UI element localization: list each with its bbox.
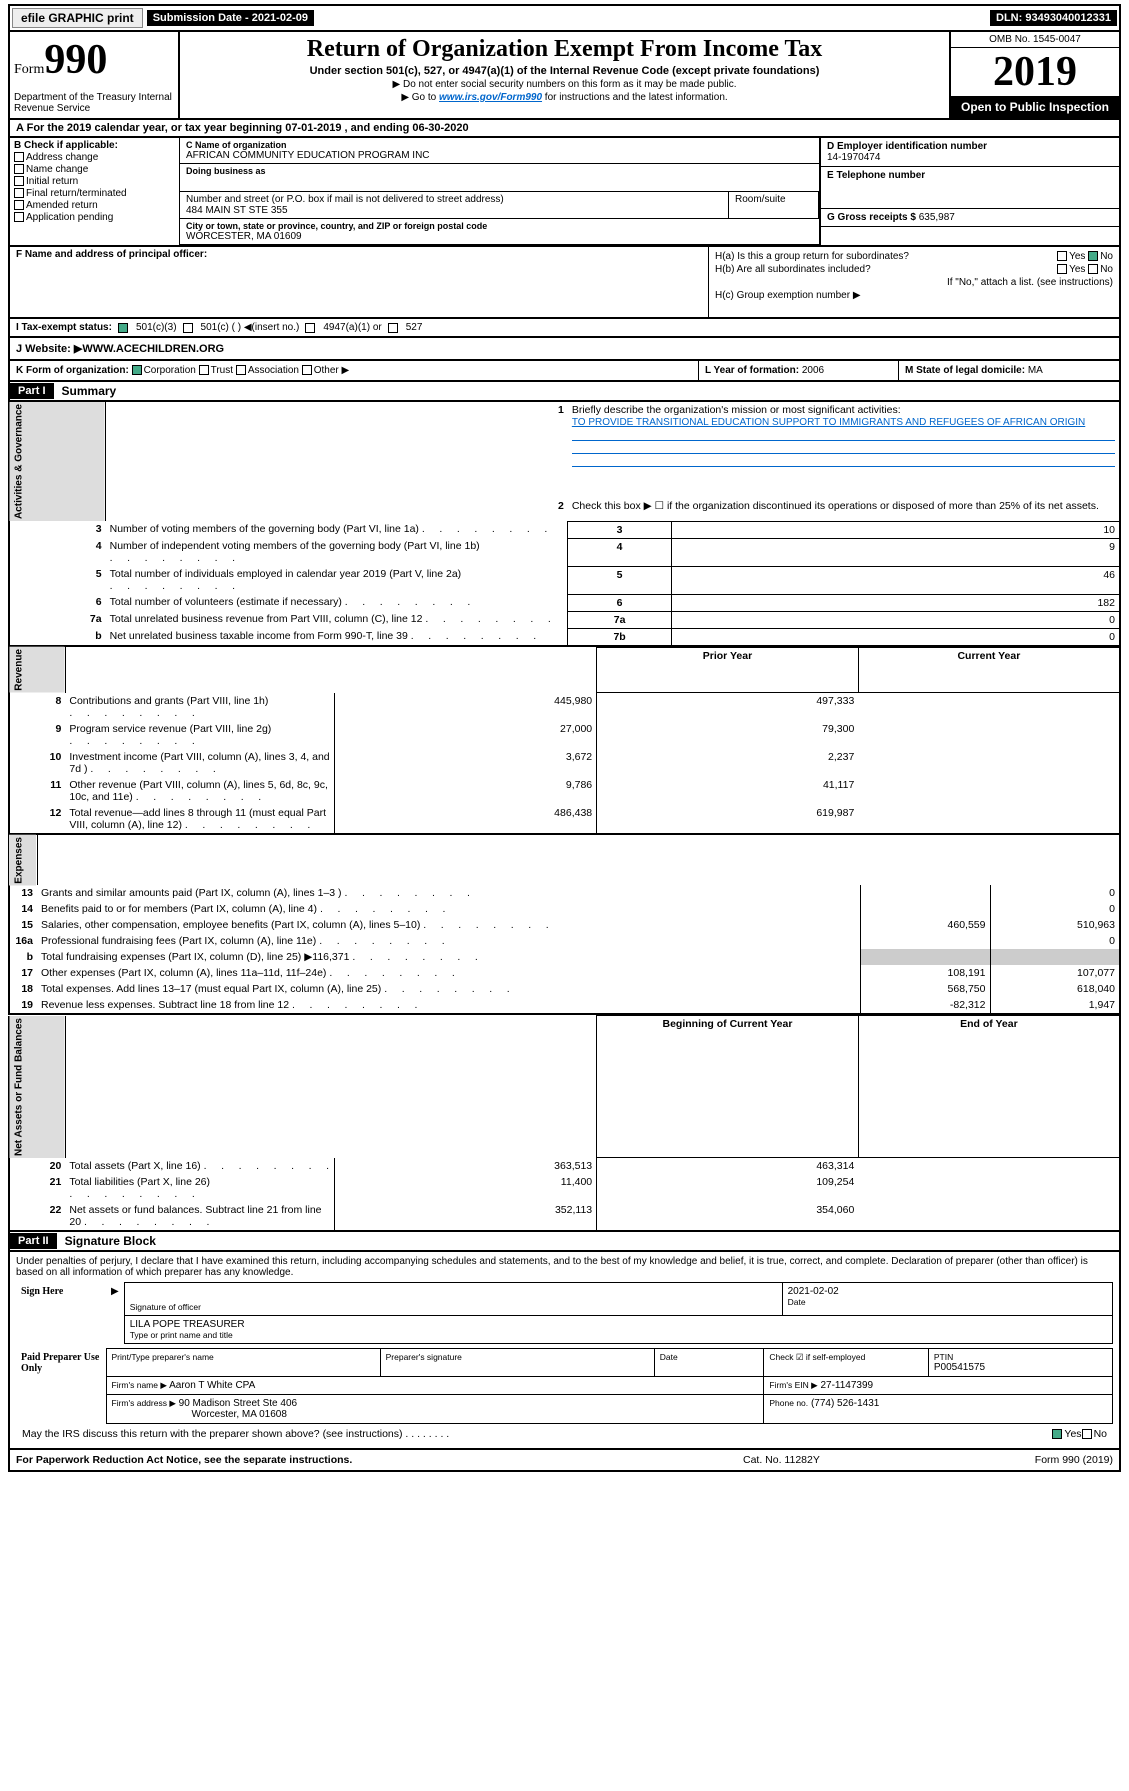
mission: TO PROVIDE TRANSITIONAL EDUCATION SUPPOR… — [572, 417, 1085, 428]
addr-value: 484 MAIN ST STE 355 — [186, 205, 722, 216]
tax-year: 2019 — [951, 48, 1119, 96]
firm-city: Worcester, MA 01608 — [192, 1409, 287, 1420]
declaration: Under penalties of perjury, I declare th… — [16, 1256, 1113, 1278]
q2: Check this box ▶ ☐ if the organization d… — [568, 498, 1120, 521]
chk-final[interactable]: Final return/terminated — [14, 188, 175, 199]
form-header: Form990 Department of the Treasury Inter… — [8, 32, 1121, 120]
chk-pending[interactable]: Application pending — [14, 212, 175, 223]
net-assets-table: Net Assets or Fund Balances Beginning of… — [8, 1015, 1121, 1232]
note-2: ▶ Go to www.irs.gov/Form990 for instruct… — [188, 92, 941, 103]
website-value: WWW.ACECHILDREN.ORG — [82, 343, 224, 355]
dba-label: Doing business as — [186, 166, 813, 176]
side-governance: Activities & Governance — [9, 402, 106, 521]
phone-label: E Telephone number — [827, 170, 1113, 181]
paid-preparer: Paid Preparer Use Only — [16, 1349, 106, 1424]
top-bar: efile GRAPHIC print Submission Date - 20… — [8, 4, 1121, 32]
ha-label: H(a) Is this a group return for subordin… — [715, 251, 909, 262]
paperwork-notice: For Paperwork Reduction Act Notice, see … — [16, 1454, 743, 1466]
part1-table: Activities & Governance 1 Briefly descri… — [8, 402, 1121, 647]
firm-ein: 27-1147399 — [820, 1380, 873, 1391]
form-number: 990 — [44, 37, 107, 83]
chk-address[interactable]: Address change — [14, 152, 175, 163]
part2-header: Part II Signature Block — [8, 1232, 1121, 1252]
section-b-label: B Check if applicable: — [14, 140, 175, 151]
chk-initial[interactable]: Initial return — [14, 176, 175, 187]
room-label: Room/suite — [735, 194, 812, 205]
side-expenses: Expenses — [9, 835, 37, 886]
sig-date: 2021-02-02 — [788, 1286, 1107, 1297]
revenue-table: Revenue Prior Year Current Year 8Contrib… — [8, 647, 1121, 835]
irs-link[interactable]: www.irs.gov/Form990 — [439, 92, 542, 103]
dln: DLN: 93493040012331 — [990, 10, 1117, 26]
hc-label: H(c) Group exemption number ▶ — [715, 290, 861, 301]
beg-year-hdr: Beginning of Current Year — [597, 1016, 859, 1158]
cat-number: Cat. No. 11282Y — [743, 1454, 943, 1466]
efile-btn[interactable]: efile GRAPHIC print — [12, 8, 143, 28]
info-block: B Check if applicable: Address change Na… — [8, 138, 1121, 247]
org-name-label: C Name of organization — [186, 140, 813, 150]
submission-date: Submission Date - 2021-02-09 — [147, 10, 314, 26]
form-subtitle: Under section 501(c), 527, or 4947(a)(1)… — [188, 65, 941, 77]
discuss-q: May the IRS discuss this return with the… — [22, 1428, 1052, 1440]
ptin: P00541575 — [934, 1362, 1107, 1373]
form-ref: Form 990 (2019) — [943, 1454, 1113, 1466]
hb-label: H(b) Are all subordinates included? — [715, 264, 871, 275]
omb-number: OMB No. 1545-0047 — [951, 32, 1119, 48]
website-row: J Website: ▶ WWW.ACECHILDREN.ORG — [8, 338, 1121, 361]
gross-label: G Gross receipts $ — [827, 212, 916, 223]
city-value: WORCESTER, MA 01609 — [186, 231, 813, 242]
city-label: City or town, state or province, country… — [186, 221, 813, 231]
end-year-hdr: End of Year — [858, 1016, 1120, 1158]
chk-amended[interactable]: Amended return — [14, 200, 175, 211]
firm-addr: 90 Madison Street Ste 406 — [179, 1398, 297, 1409]
ein-value: 14-1970474 — [827, 152, 1113, 163]
officer-h-block: F Name and address of principal officer:… — [8, 247, 1121, 319]
state-domicile: MA — [1028, 365, 1043, 376]
open-inspection: Open to Public Inspection — [951, 96, 1119, 118]
korg-row: K Form of organization: Corporation Trus… — [8, 361, 1121, 382]
officer-label: F Name and address of principal officer: — [16, 249, 207, 260]
chk-name[interactable]: Name change — [14, 164, 175, 175]
prior-year-hdr: Prior Year — [597, 647, 859, 693]
q1: Briefly describe the organization's miss… — [572, 404, 901, 416]
year-formation: 2006 — [802, 365, 824, 376]
part1-header: Part I Summary — [8, 382, 1121, 402]
firm-phone: (774) 526-1431 — [811, 1398, 879, 1409]
addr-label: Number and street (or P.O. box if mail i… — [186, 194, 722, 205]
firm-name: Aaron T White CPA — [169, 1380, 255, 1391]
current-year-hdr: Current Year — [858, 647, 1120, 693]
gross-value: 635,987 — [919, 212, 955, 223]
officer-name: LILA POPE TREASURER — [130, 1319, 1107, 1330]
hb-note: If "No," attach a list. (see instruction… — [947, 277, 1113, 288]
tax-status-row: I Tax-exempt status: 501(c)(3) 501(c) ( … — [8, 319, 1121, 338]
side-revenue: Revenue — [9, 647, 65, 693]
ein-label: D Employer identification number — [827, 141, 1113, 152]
org-name: AFRICAN COMMUNITY EDUCATION PROGRAM INC — [186, 150, 813, 161]
sign-here: Sign Here — [16, 1283, 106, 1344]
expenses-table: Expenses 13Grants and similar amounts pa… — [8, 835, 1121, 1016]
signature-block: Under penalties of perjury, I declare th… — [8, 1252, 1121, 1450]
form-prefix: Form — [14, 62, 44, 77]
form-title: Return of Organization Exempt From Incom… — [188, 36, 941, 63]
side-netassets: Net Assets or Fund Balances — [9, 1016, 65, 1158]
dept-label: Department of the Treasury Internal Reve… — [14, 92, 174, 114]
note-1: ▶ Do not enter social security numbers o… — [188, 79, 941, 90]
tax-year-row: A For the 2019 calendar year, or tax yea… — [8, 120, 1121, 138]
footer: For Paperwork Reduction Act Notice, see … — [8, 1450, 1121, 1472]
